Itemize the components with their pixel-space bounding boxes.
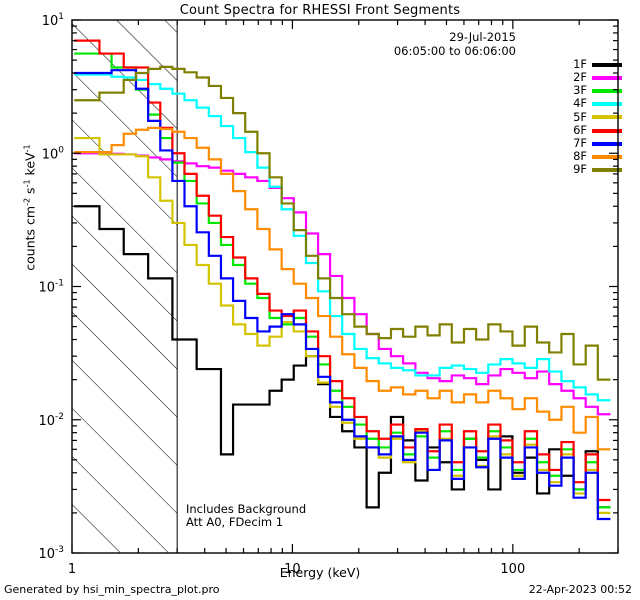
legend-label: 8F (573, 149, 587, 164)
legend-item-5f: 5F (573, 111, 622, 124)
legend-swatch-3f (592, 88, 622, 93)
legend-label: 1F (573, 56, 587, 71)
x-axis-ticks (71, 20, 619, 553)
footer-timestamp: 22-Apr-2023 00:52 (528, 583, 632, 596)
legend-swatch-7f (592, 141, 622, 146)
observation-interval: 06:05:00 to 06:06:00 (393, 44, 516, 58)
annotation-line-1: Includes Background (186, 502, 307, 516)
y-tick-label: 100 (42, 145, 65, 162)
series-line-4f (74, 73, 611, 402)
observation-date: 29-Jul-2015 (449, 30, 516, 44)
footer-generator: Generated by hsi_min_spectra_plot.pro (4, 583, 220, 596)
y-tick-exponent: -1 (55, 279, 64, 289)
legend-item-7f: 7F (573, 137, 622, 150)
series-line-8f (74, 126, 611, 451)
legend-item-4f: 4F (573, 98, 622, 111)
plot-title: Count Spectra for RHESSI Front Segments (179, 3, 461, 18)
legend-label: 4F (573, 96, 587, 111)
legend-item-3f: 3F (573, 84, 622, 97)
legend-item-2f: 2F (573, 71, 622, 84)
x-tick-label: 10 (284, 562, 301, 577)
legend-label: 7F (573, 135, 587, 150)
y-tick-label: 10-3 (38, 545, 64, 562)
y-tick-label: 10-1 (38, 279, 64, 296)
y-tick-label: 101 (42, 12, 64, 29)
series-line-2f (74, 152, 611, 416)
legend-item-8f: 8F (573, 150, 622, 163)
legend-swatch-9f (592, 168, 622, 173)
legend-item-6f: 6F (573, 124, 622, 137)
annotation-line-2: Att A0, FDecim 1 (186, 515, 284, 529)
legend-item-9f: 9F (573, 164, 622, 177)
legend-label: 5F (573, 109, 587, 124)
legend-swatch-1f (592, 62, 622, 67)
legend-item-1f: 1F (573, 58, 622, 71)
y-tick-exponent: -2 (55, 412, 64, 422)
legend-label: 2F (573, 70, 587, 85)
x-tick-label: 1 (68, 562, 76, 577)
plot-annotation: Includes Background Att A0, FDecim 1 (186, 503, 306, 529)
legend-swatch-6f (592, 128, 622, 133)
legend-swatch-4f (592, 102, 622, 107)
legend-label: 3F (573, 83, 587, 98)
y-axis-ticks (72, 19, 618, 554)
y-tick-label: 10-2 (38, 412, 64, 429)
x-tick-label: 100 (500, 562, 525, 577)
legend-swatch-2f (592, 75, 622, 80)
legend-label: 9F (573, 162, 587, 177)
legend-swatch-5f (592, 115, 622, 120)
legend: 1F 2F 3F 4F 5F 6F 7F 8F 9F (573, 58, 622, 177)
y-tick-exponent: 1 (58, 12, 64, 22)
y-tick-exponent: -3 (55, 545, 64, 555)
legend-swatch-8f (592, 154, 622, 159)
y-tick-exponent: 0 (58, 145, 64, 155)
series-line-9f (74, 65, 611, 381)
legend-label: 6F (573, 122, 587, 137)
series-line-7f (74, 69, 611, 521)
x-axis-label: Energy (keV) (279, 565, 361, 580)
